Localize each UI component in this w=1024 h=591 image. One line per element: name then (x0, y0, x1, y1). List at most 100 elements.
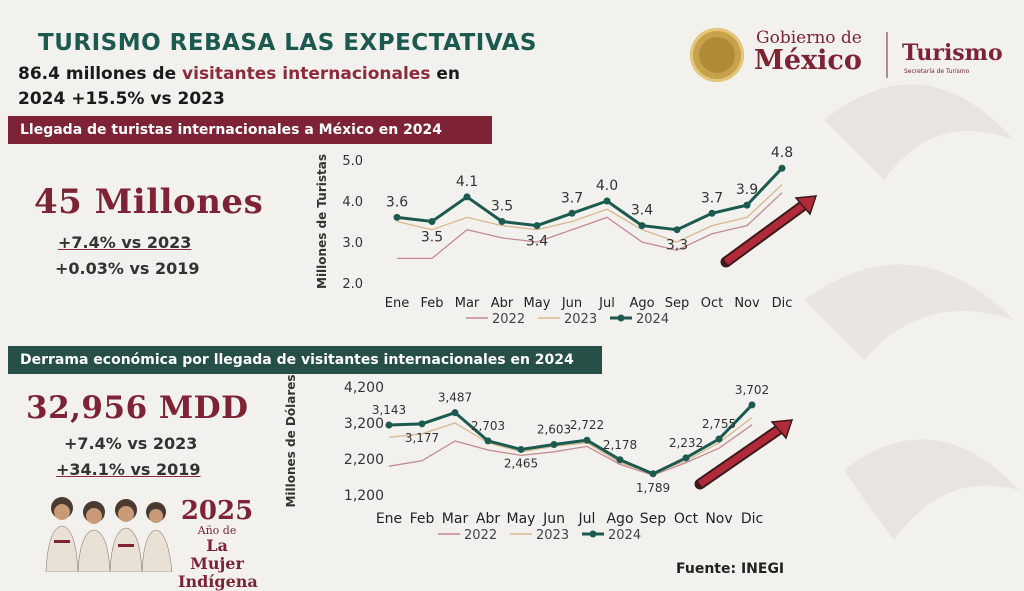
legend-label-2022: 2022 (464, 528, 497, 543)
data-point (517, 445, 525, 453)
data-label: 3.4 (526, 234, 548, 250)
trend-arrow (698, 423, 786, 487)
data-label: 3,487 (438, 391, 472, 405)
gobierno-label: Gobierno de (756, 28, 862, 48)
subtitle-text-c: en (430, 64, 461, 84)
data-point (451, 409, 459, 417)
turismo-logo-text: Turismo (902, 40, 1003, 66)
page-title: TURISMO REBASA LAS EXPECTATIVAS (38, 30, 537, 56)
data-point (682, 454, 690, 462)
x-tick-label: Oct (701, 296, 723, 311)
data-label: 2,178 (603, 438, 637, 452)
x-tick-label: Mar (455, 296, 480, 311)
data-point (550, 440, 558, 448)
trend-arrow-head (794, 195, 818, 216)
x-tick-label: Feb (420, 296, 443, 311)
x-tick-label: Ene (376, 511, 402, 527)
data-point (743, 201, 751, 209)
data-label: 3.7 (701, 190, 723, 206)
arrivals-vs-2023: +7.4% vs 2023 (58, 233, 192, 252)
x-tick-label: Jun (561, 296, 582, 311)
series-line-2023 (388, 417, 753, 475)
data-point (484, 437, 492, 445)
data-point (649, 470, 657, 478)
data-label: 3.7 (561, 190, 583, 206)
series-line-2023 (396, 184, 783, 243)
data-label: 2,603 (537, 422, 571, 436)
x-tick-label: Sep (640, 511, 667, 527)
x-tick-label: Nov (705, 511, 732, 527)
background-pattern (764, 0, 1024, 576)
data-label: 3,702 (735, 383, 769, 397)
revenue-vs-2023: +7.4% vs 2023 (64, 434, 198, 453)
data-label: 3.6 (386, 194, 408, 210)
data-point (708, 209, 716, 217)
x-tick-label: Nov (734, 296, 760, 311)
data-point (778, 164, 786, 172)
data-label: 3,177 (405, 431, 439, 445)
x-tick-label: Jul (578, 511, 596, 527)
y-tick-label: 1,200 (344, 488, 384, 504)
legend-marker (617, 314, 625, 322)
series-line-2024 (396, 167, 784, 232)
x-tick-label: Mar (442, 511, 469, 527)
arrivals-total: 45 Millones (34, 182, 264, 222)
data-label: 3.3 (666, 238, 688, 254)
data-label: 3.9 (736, 182, 758, 198)
data-point (498, 218, 506, 225)
national-seal-icon (690, 28, 744, 82)
legend-label-2023: 2023 (564, 312, 597, 327)
series-line-2022 (388, 424, 753, 476)
legend-marker (589, 530, 597, 538)
data-label: 3.4 (631, 203, 653, 219)
y-tick-label: 3.0 (342, 236, 363, 251)
y-tick-label: 5.0 (342, 154, 363, 169)
series-line-2022 (397, 192, 783, 260)
y-tick-label: 2,200 (344, 452, 384, 468)
indigenous-women-illustration (45, 497, 173, 572)
series-line-2024 (388, 403, 754, 476)
x-tick-label: Abr (476, 511, 500, 527)
y-tick-label: 2.0 (342, 277, 363, 292)
data-point (393, 213, 401, 221)
trend-arrow-head (770, 419, 794, 440)
subtitle-line-2: 2024 +15.5% vs 2023 (18, 89, 225, 109)
legend-label-2024: 2024 (608, 528, 641, 543)
data-point (428, 218, 436, 225)
data-point (638, 222, 646, 230)
data-label: 2,722 (570, 418, 604, 432)
x-tick-label: Oct (674, 511, 699, 527)
data-label: 2,465 (504, 456, 538, 470)
x-tick-label: Ene (385, 296, 409, 311)
y-axis-label: Millones de Dólares (284, 374, 298, 507)
revenue-total: 32,956 MDD (26, 390, 249, 426)
section-banner-arrivals: Llegada de turistas internacionales a Mé… (8, 116, 492, 144)
x-tick-label: Ago (629, 296, 654, 311)
badge-line-3: La Mujer (190, 536, 244, 573)
data-label: 3.5 (421, 230, 443, 246)
legend-label-2022: 2022 (492, 312, 525, 327)
data-point (463, 193, 471, 201)
x-tick-label: Sep (665, 296, 690, 311)
data-point (418, 420, 426, 428)
data-point (673, 226, 681, 234)
badge-line-2: Año de (197, 524, 237, 537)
section-banner-revenue: Derrama económica por llegada de visitan… (8, 346, 602, 374)
trend-arrow (723, 199, 811, 265)
data-label: 2,232 (669, 436, 703, 450)
y-axis-label: Millones de Turistas (315, 154, 329, 289)
subtitle-text-a: 86.4 millones de (18, 64, 183, 84)
data-point (583, 436, 591, 444)
data-point (616, 456, 624, 464)
x-tick-label: May (507, 511, 536, 527)
y-tick-label: 3,200 (344, 416, 384, 432)
data-point (748, 401, 756, 409)
logo-divider (886, 32, 888, 78)
y-tick-label: 4.0 (342, 195, 363, 210)
x-tick-label: Dic (772, 296, 793, 311)
mexico-label: México (754, 45, 862, 76)
subtitle: 86.4 millones de visitantes internaciona… (18, 62, 460, 112)
data-point (568, 209, 576, 217)
data-label: 1,789 (636, 481, 670, 495)
data-label: 3.5 (491, 199, 513, 215)
